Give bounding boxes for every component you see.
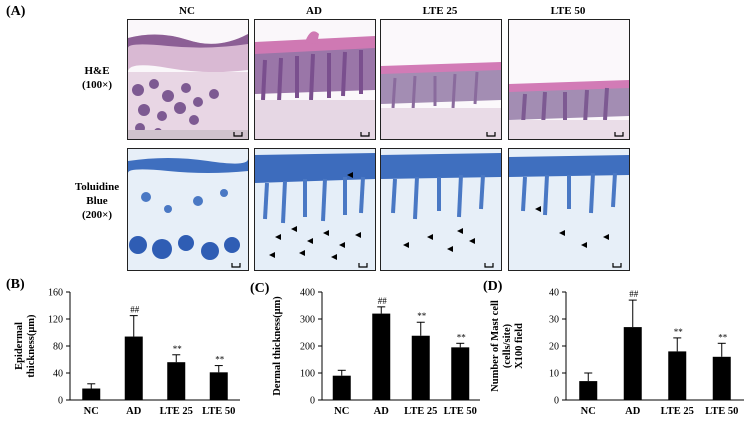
bar <box>332 375 351 400</box>
significance-label: ** <box>718 332 728 342</box>
bar <box>124 336 143 400</box>
micrograph-tb-lte50 <box>508 148 630 271</box>
y-tick-label: 300 <box>300 315 315 326</box>
micrograph-he-lte25 <box>380 19 502 140</box>
column-header-lte25: LTE 25 <box>422 5 458 17</box>
y-tick-label: 30 <box>549 315 559 326</box>
x-tick-label: NC <box>84 406 99 417</box>
x-tick-label: AD <box>625 406 641 417</box>
x-tick-label: NC <box>334 406 349 417</box>
y-tick-label: 200 <box>300 342 315 353</box>
micrograph-tb-nc <box>127 148 249 271</box>
x-tick-label: LTE 50 <box>444 406 477 417</box>
bar <box>167 362 186 400</box>
panel-c-label: (C) <box>250 281 270 296</box>
chart-dermal-thickness: 0 100 200 300 400 Dermal thickness(μm) NC ## AD *… <box>272 288 480 417</box>
panel-d-label: (D) <box>483 279 503 294</box>
significance-label: ** <box>173 344 183 354</box>
x-tick-label: AD <box>374 406 390 417</box>
significance-label: ** <box>457 332 467 342</box>
bar <box>451 347 470 400</box>
micrograph-he-ad <box>254 19 376 140</box>
significance-label: ** <box>215 355 225 365</box>
bar <box>411 335 430 400</box>
significance-label: ## <box>130 305 140 315</box>
y-tick-label: 20 <box>549 342 559 353</box>
column-header-lte50: LTE 50 <box>550 5 586 17</box>
significance-label: ** <box>417 311 427 321</box>
significance-label: ## <box>629 289 639 299</box>
y-tick-label: 100 <box>300 369 315 380</box>
micrograph-tb-ad <box>254 148 376 271</box>
bar <box>623 327 642 400</box>
y-tick-label: 0 <box>554 396 559 407</box>
y-tick-label: 0 <box>310 396 315 407</box>
y-tick-label: 40 <box>549 288 559 299</box>
y-axis-label: (cells/site) <box>502 323 513 368</box>
row-header-he-stain: H&E <box>84 65 110 77</box>
bar <box>579 381 598 400</box>
chart-epidermal-thickness: 0 40 80 120 160 Epidermal thickness(μm) NC ## AD *… <box>14 288 240 417</box>
chart-mast-cell-count: 0 10 20 30 40 Number of Mast cell (cells/site)… <box>490 288 744 417</box>
column-header-nc: NC <box>179 5 195 17</box>
y-tick-label: 10 <box>549 369 559 380</box>
micrograph-he-lte50 <box>508 19 630 140</box>
significance-label: ## <box>378 296 388 306</box>
y-tick-label: 160 <box>48 288 63 299</box>
bar <box>82 388 101 400</box>
x-tick-label: LTE 25 <box>404 406 437 417</box>
x-tick-label: NC <box>581 406 596 417</box>
micrograph-he-nc <box>127 19 249 140</box>
y-tick-label: 40 <box>53 369 63 380</box>
x-tick-label: AD <box>126 406 142 417</box>
y-tick-label: 80 <box>53 342 63 353</box>
row-header-tb: Toluidine Blue (200×) <box>66 180 128 222</box>
x-tick-label: LTE 25 <box>661 406 694 417</box>
x-tick-label: LTE 50 <box>705 406 738 417</box>
row-header-he-mag: (100×) <box>81 79 113 91</box>
panel-a-label: (A) <box>6 4 26 19</box>
x-tick-label: LTE 50 <box>202 406 235 417</box>
panel-b-label: (B) <box>6 277 25 292</box>
x-tick-label: LTE 25 <box>160 406 193 417</box>
row-header-he: H&E (100×) <box>72 64 122 92</box>
micrograph-tb-lte25 <box>380 148 502 271</box>
column-header-ad: AD <box>306 5 322 17</box>
bar <box>209 372 228 400</box>
y-axis-label: Dermal thickness(μm) <box>272 296 283 396</box>
bar <box>712 356 731 400</box>
row-header-tb-mag: (200×) <box>81 209 113 221</box>
y-tick-label: 400 <box>300 288 315 299</box>
row-header-tb-stain2: Blue <box>86 195 108 207</box>
significance-label: ** <box>674 327 684 337</box>
y-axis-label: Number of Mast cell <box>490 300 501 392</box>
y-axis-label: thickness(μm) <box>26 314 37 378</box>
y-axis-label: X100 field <box>514 323 525 369</box>
row-header-tb-stain1: Toluidine <box>74 181 120 193</box>
bar <box>668 351 687 400</box>
y-axis-label: Epidermal <box>14 322 25 370</box>
bar <box>372 313 391 400</box>
y-tick-label: 120 <box>48 315 63 326</box>
y-tick-label: 0 <box>58 396 63 407</box>
